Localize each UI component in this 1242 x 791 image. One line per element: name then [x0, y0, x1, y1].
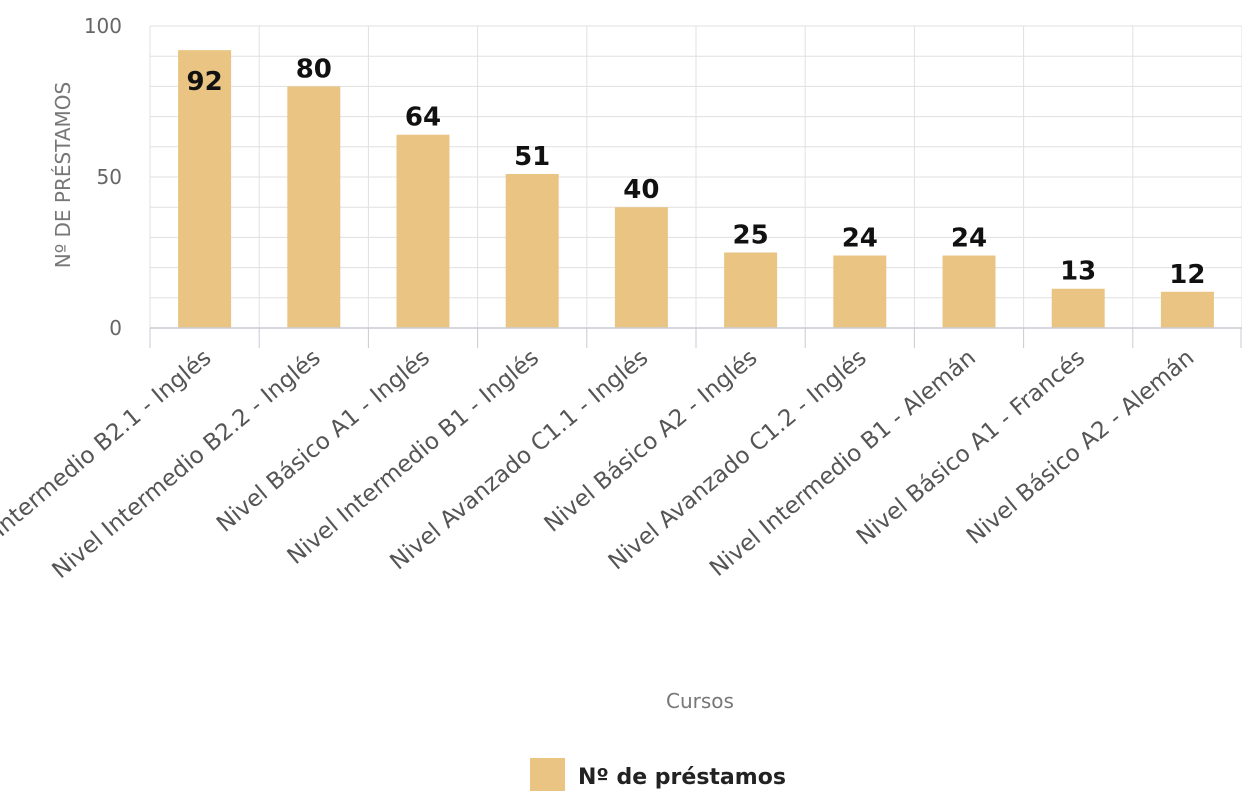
legend-label: Nº de préstamos [578, 765, 786, 790]
data-label: 25 [733, 221, 769, 251]
bar[interactable] [178, 50, 232, 328]
x-axis-title: Cursos [666, 689, 734, 713]
x-tick-label: Nivel Básico A2 - Alemán [962, 345, 1199, 550]
bar[interactable] [505, 173, 559, 328]
bars [178, 50, 1214, 329]
bar[interactable] [1160, 291, 1214, 328]
y-tick-label: 50 [97, 165, 122, 189]
bar[interactable] [396, 134, 450, 328]
y-tick-label: 0 [109, 316, 122, 340]
data-label: 40 [623, 175, 659, 205]
bar[interactable] [1051, 288, 1105, 328]
data-label: 51 [514, 142, 550, 172]
x-tick-label: Nivel Básico A1 - Inglés [212, 345, 435, 538]
y-axis-title: Nº DE PRÉSTAMOS [51, 82, 75, 268]
legend[interactable]: Nº de préstamos [530, 758, 786, 791]
data-label: 80 [296, 54, 332, 84]
bar[interactable] [942, 255, 996, 328]
data-label: 13 [1060, 257, 1096, 287]
x-tick-label: Nivel Básico A1 - Francés [852, 345, 1090, 551]
legend-swatch [530, 758, 565, 791]
y-tick-label: 100 [84, 14, 122, 38]
data-label: 24 [951, 224, 987, 254]
bar[interactable] [833, 255, 887, 328]
data-label: 92 [187, 67, 223, 97]
bar[interactable] [287, 86, 341, 329]
bar[interactable] [724, 252, 778, 329]
axes [149, 327, 1242, 348]
data-label: 12 [1169, 260, 1205, 290]
data-label: 64 [405, 103, 441, 133]
data-labels: 92 80 64 51 40 25 24 24 13 12 [187, 54, 1206, 289]
y-tick-labels: 0 50 100 [84, 14, 122, 340]
x-tick-label: Nivel Básico A2 - Inglés [540, 345, 763, 538]
bar[interactable] [614, 207, 668, 328]
data-label: 24 [842, 224, 878, 254]
